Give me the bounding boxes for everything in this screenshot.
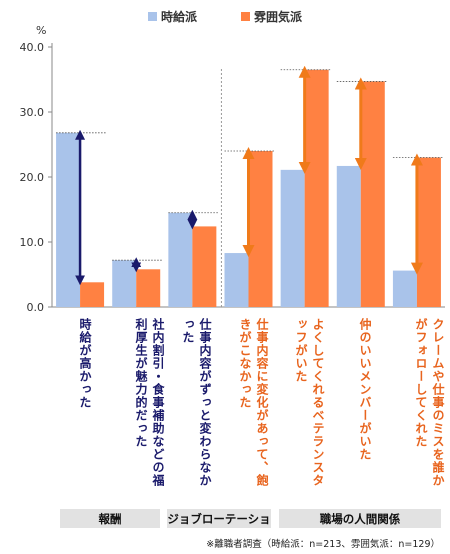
bar-series-1 <box>392 270 417 307</box>
group-label-relationships: 職場の人間関係 <box>279 509 441 528</box>
legend-swatch-series-1 <box>148 12 157 21</box>
group-label-compensation: 報酬 <box>60 509 160 528</box>
y-axis-unit: % <box>36 24 47 37</box>
category-label: 仕事内容に変化があって、飽きがこなかった <box>238 318 269 487</box>
bar-series-1 <box>112 260 137 307</box>
bar-series-1 <box>280 169 305 307</box>
footnote: ※離職者調査（時給派：n=213、雰囲気派：n=129） <box>206 539 440 550</box>
bar-series-2 <box>192 226 217 307</box>
bar-series-2 <box>304 69 329 307</box>
bar-series-2 <box>360 81 385 307</box>
legend-label-series-2: 雰囲気派 <box>254 10 303 24</box>
y-tick-label: 30.0 <box>20 106 45 119</box>
y-tick-label: 40.0 <box>20 41 45 54</box>
bar-series-2 <box>248 151 273 307</box>
legend-label-series-1: 時給派 <box>161 10 198 24</box>
legend-item-series-2: 雰囲気派 <box>241 8 302 25</box>
category-label: 仲のいいメンバーがいた <box>358 318 372 461</box>
group-label-job-rotation: ジョブローテーショ <box>167 509 271 528</box>
bar-series-2 <box>416 157 441 307</box>
y-tick-label: 10.0 <box>20 236 45 249</box>
legend-item-series-1: 時給派 <box>148 8 197 25</box>
bar-series-1 <box>56 132 81 307</box>
legend-swatch-series-2 <box>241 12 250 21</box>
y-tick-label: 20.0 <box>20 171 45 184</box>
bar-series-1 <box>336 165 361 307</box>
bar-series-1 <box>224 253 249 307</box>
bar-series-2 <box>136 269 161 307</box>
category-label: 時給が高かった <box>78 318 92 409</box>
y-tick-label: 0.0 <box>27 301 45 314</box>
category-label: よくしてくれるベテランスタッフがいた <box>294 318 325 487</box>
category-label: 仕事内容がずっと変わらなかった <box>181 318 212 487</box>
category-label: クレームや仕事のミスを誰かがフォローしてくれた <box>414 318 445 487</box>
bar-series-2 <box>80 282 105 307</box>
bar-series-1 <box>168 212 193 307</box>
category-label: 社内割引・食事補助などの福利厚生が魅力的だった <box>134 318 165 487</box>
